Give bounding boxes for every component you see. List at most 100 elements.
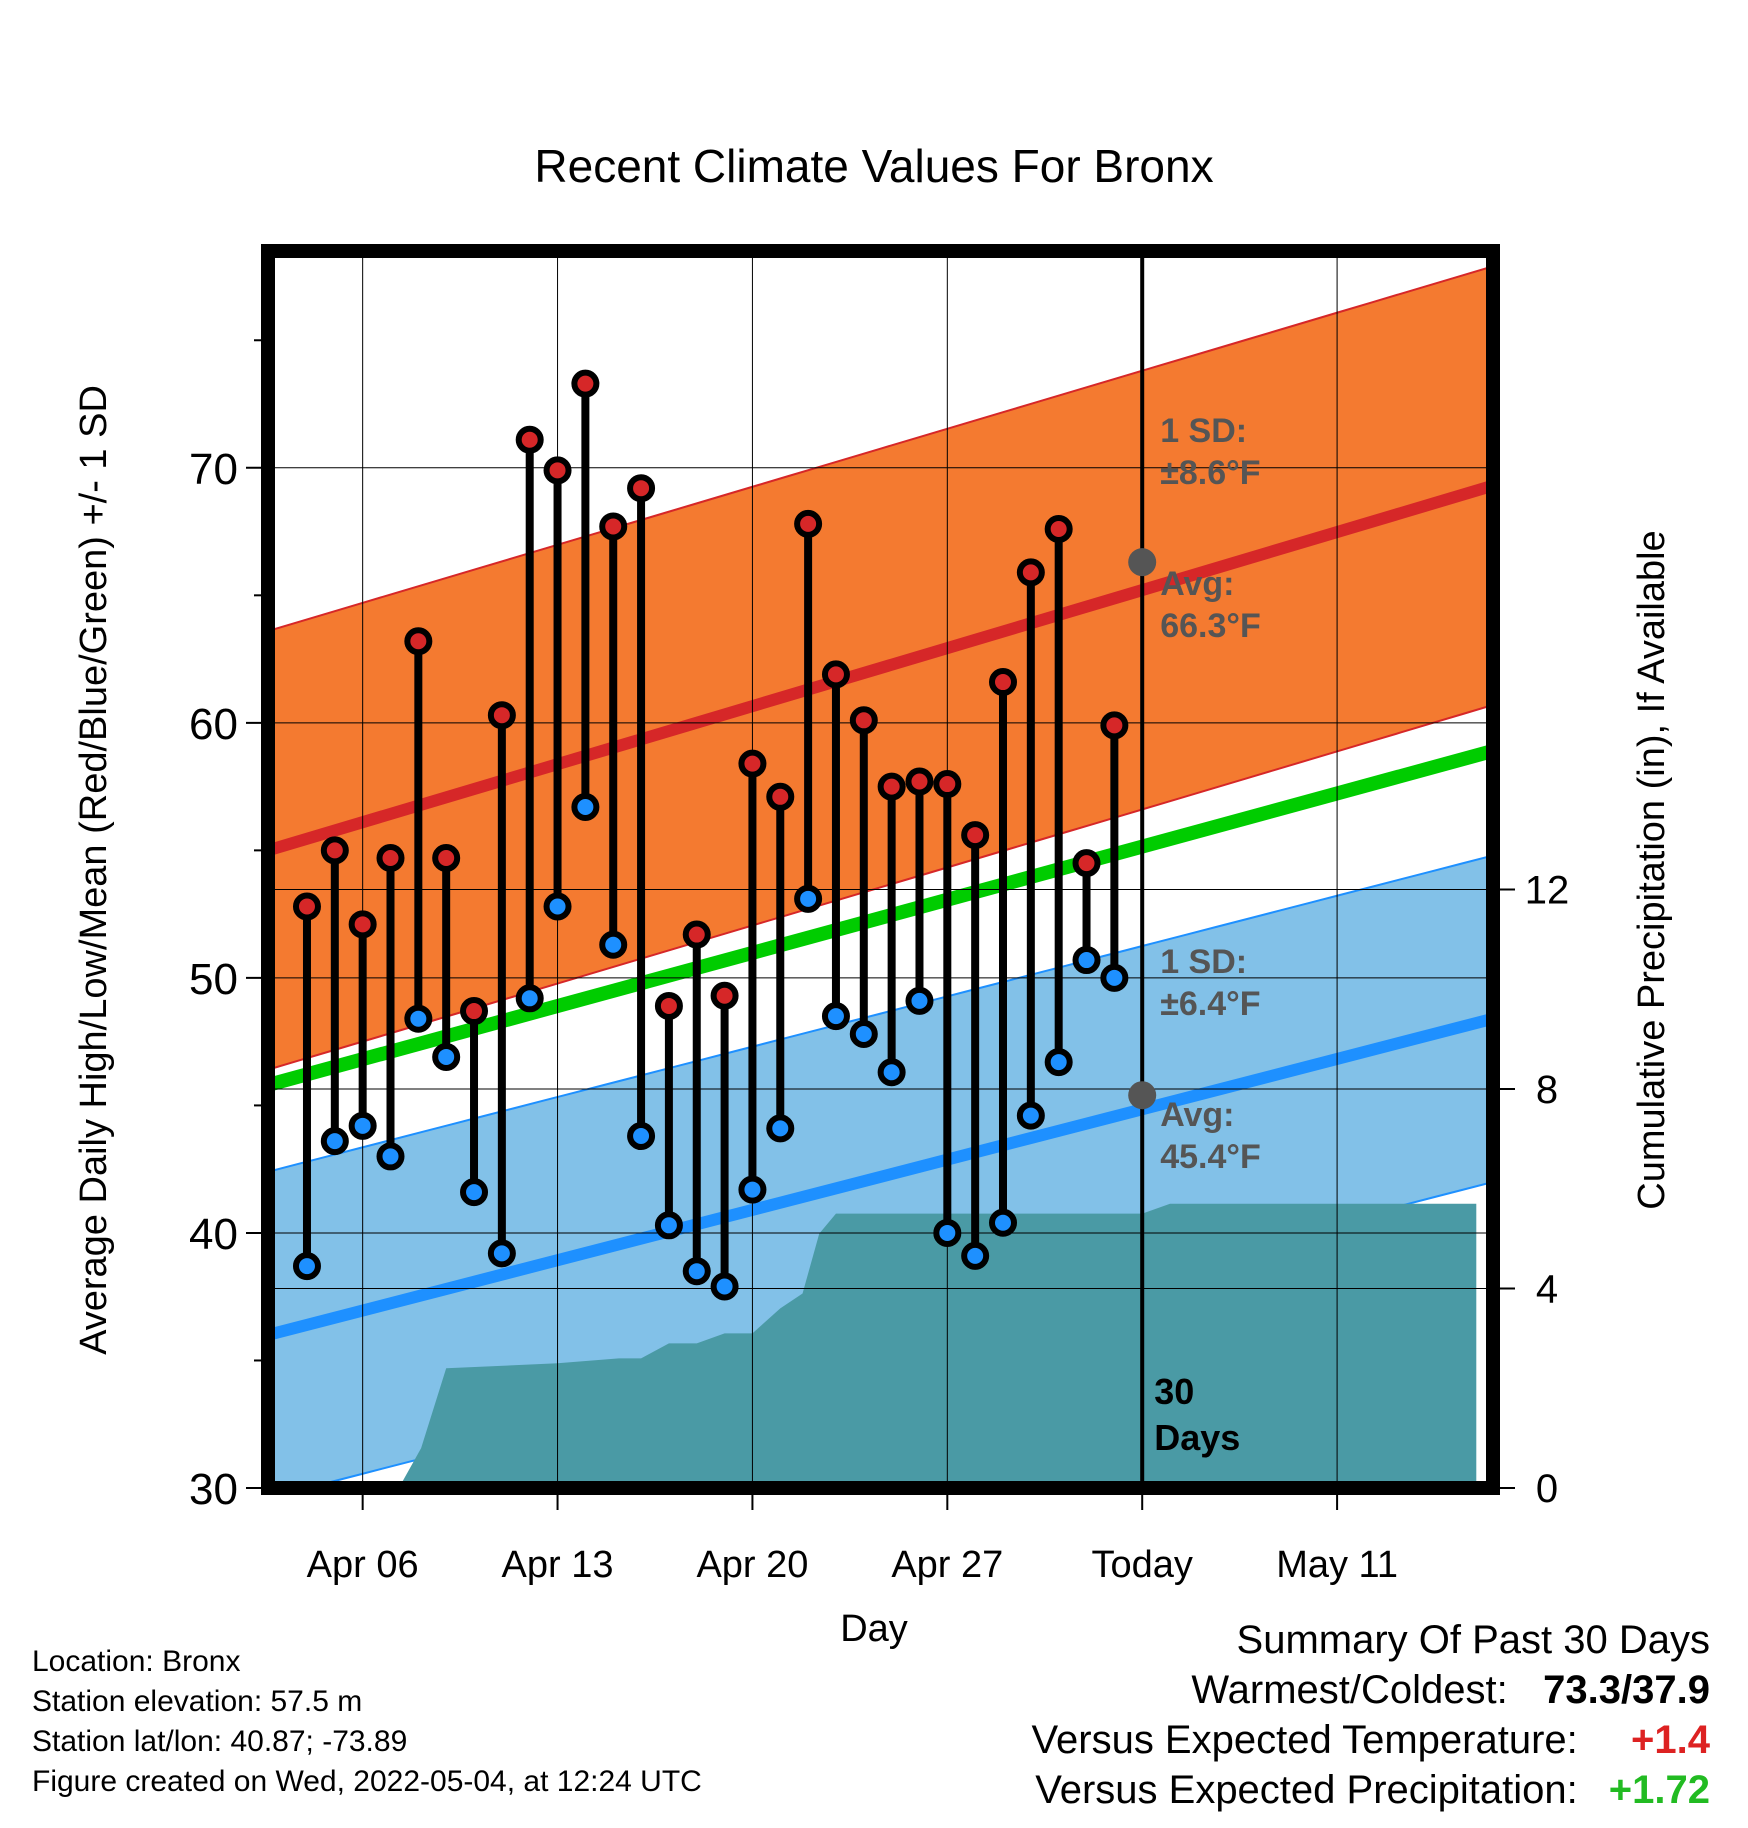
daily-high-point xyxy=(292,892,321,921)
y-tick-label: 50 xyxy=(189,955,238,1004)
daily-high-point xyxy=(1016,558,1045,587)
daily-low-point xyxy=(794,884,823,913)
chart-title: Recent Climate Values For Bronx xyxy=(534,140,1213,192)
daily-low-point xyxy=(376,1142,405,1171)
y-tick-label: 60 xyxy=(189,700,238,749)
x-tick-label: Apr 27 xyxy=(891,1544,1003,1586)
daily-low-point xyxy=(432,1042,461,1071)
elevation-text: Station elevation: 57.5 m xyxy=(32,1685,363,1718)
location-text: Location: Bronx xyxy=(32,1645,241,1678)
warmest-value: 73.3/37.9 xyxy=(1543,1668,1710,1712)
daily-high-point xyxy=(487,701,516,730)
daily-low-point xyxy=(738,1175,767,1204)
daily-high-point xyxy=(877,772,906,801)
daily-low-point xyxy=(877,1058,906,1087)
daily-high-point xyxy=(738,749,767,778)
daily-high-point xyxy=(320,836,349,865)
x-tick-label: May 11 xyxy=(1276,1544,1398,1586)
daily-low-point xyxy=(543,892,572,921)
latlon-text: Station lat/lon: 40.87; -73.89 xyxy=(32,1725,408,1758)
daily-high-point xyxy=(460,997,489,1026)
daily-high-point xyxy=(599,512,628,541)
today-days-label: 30 Days xyxy=(1154,1371,1240,1458)
daily-high-point xyxy=(710,981,739,1010)
y2-tick-label: 4 xyxy=(1536,1267,1558,1311)
daily-high-point xyxy=(1044,515,1073,544)
daily-high-point xyxy=(766,782,795,811)
y-tick-label: 40 xyxy=(189,1210,238,1259)
daily-high-point xyxy=(1072,849,1101,878)
high-sd-annotation: 1 SD: ±8.6°F xyxy=(1160,412,1260,492)
daily-high-point xyxy=(627,474,656,503)
avg-low-marker xyxy=(1128,1081,1157,1110)
daily-low-point xyxy=(627,1122,656,1151)
x-tick-label: Apr 06 xyxy=(307,1544,419,1586)
summary-title: Summary Of Past 30 Days xyxy=(1236,1618,1710,1662)
daily-low-point xyxy=(460,1178,489,1207)
x-tick-label: Today xyxy=(1092,1544,1193,1586)
daily-high-point xyxy=(933,770,962,799)
daily-low-point xyxy=(766,1114,795,1143)
daily-low-point xyxy=(599,930,628,959)
daily-high-point xyxy=(989,668,1017,697)
warmest-label: Warmest/Coldest: xyxy=(1191,1668,1508,1712)
y2-tick-label: 12 xyxy=(1525,868,1570,912)
daily-low-point xyxy=(1072,946,1101,975)
daily-low-point xyxy=(571,793,600,822)
station-info: Location: Bronx Station elevation: 57.5 … xyxy=(32,1642,702,1802)
daily-high-point xyxy=(905,767,934,796)
daily-high-point xyxy=(432,844,461,873)
summary-panel: Summary Of Past 30 Days Warmest/Coldest:… xyxy=(1032,1615,1710,1815)
precip-value: +1.72 xyxy=(1608,1768,1710,1812)
high-avg-annotation: Avg: 66.3°F xyxy=(1160,565,1261,645)
x-tick-label: Apr 13 xyxy=(502,1544,614,1586)
daily-low-point xyxy=(989,1208,1017,1237)
daily-low-point xyxy=(404,1004,433,1033)
y-axis-title: Average Daily High/Low/Mean (Red/Blue/Gr… xyxy=(73,385,115,1355)
plot-frame xyxy=(261,244,1500,1495)
daily-high-point xyxy=(849,706,878,735)
daily-low-point xyxy=(320,1127,349,1156)
daily-high-point xyxy=(1100,711,1129,740)
temp-label: Versus Expected Temperature: xyxy=(1031,1718,1578,1762)
daily-low-point xyxy=(654,1211,683,1240)
low-avg-annotation: Avg: 45.4°F xyxy=(1160,1096,1261,1176)
daily-low-point xyxy=(348,1111,377,1140)
low-sd-annotation: 1 SD: ±6.4°F xyxy=(1160,943,1260,1023)
avg-high-marker xyxy=(1128,548,1157,577)
y2-axis-title: Cumulative Precipitation (in), If Availa… xyxy=(1631,530,1673,1209)
created-text: Figure created on Wed, 2022-05-04, at 12… xyxy=(32,1765,702,1798)
daily-high-point xyxy=(543,456,572,485)
daily-high-point xyxy=(794,509,823,538)
daily-low-point xyxy=(933,1218,962,1247)
daily-high-point xyxy=(404,627,433,656)
daily-high-point xyxy=(961,821,990,850)
daily-low-point xyxy=(849,1020,878,1049)
daily-low-point xyxy=(1044,1048,1073,1077)
daily-low-point xyxy=(682,1257,711,1286)
daily-low-point xyxy=(905,986,934,1015)
y2-tick-label: 8 xyxy=(1536,1068,1558,1112)
daily-low-point xyxy=(1100,963,1129,992)
precip-label: Versus Expected Precipitation: xyxy=(1035,1768,1578,1812)
daily-low-point xyxy=(515,984,544,1013)
daily-high-point xyxy=(348,910,377,939)
daily-high-point xyxy=(376,844,405,873)
daily-high-point xyxy=(682,920,711,949)
y-tick-label: 30 xyxy=(189,1465,238,1514)
daily-low-point xyxy=(292,1252,321,1281)
daily-low-point xyxy=(1016,1101,1045,1130)
y-tick-label: 70 xyxy=(189,445,238,494)
daily-high-point xyxy=(515,425,544,454)
precip-area xyxy=(362,1203,1477,1488)
daily-low-point xyxy=(487,1239,516,1268)
daily-high-point xyxy=(571,369,600,398)
x-axis-title: Day xyxy=(840,1608,908,1650)
daily-high-point xyxy=(821,660,850,689)
x-tick-label: Apr 20 xyxy=(696,1544,808,1586)
daily-low-point xyxy=(710,1272,739,1301)
y2-tick-label: 0 xyxy=(1536,1467,1558,1511)
daily-low-point xyxy=(961,1241,990,1270)
temp-value: +1.4 xyxy=(1631,1718,1710,1762)
